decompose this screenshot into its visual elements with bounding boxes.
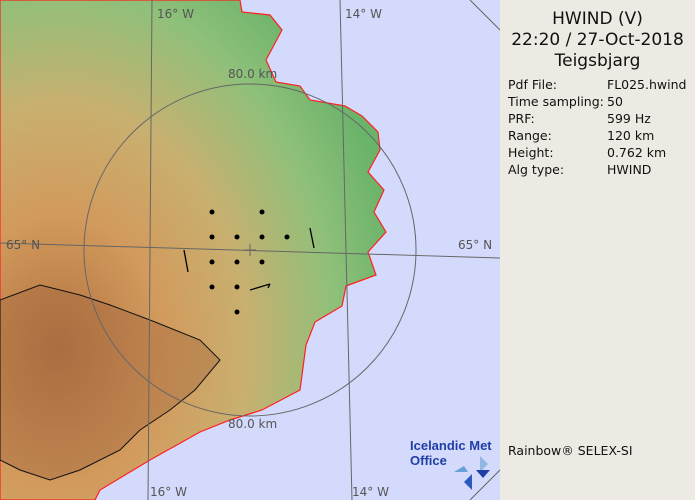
- wind-calm-dot: [209, 209, 215, 215]
- param-value: 50: [607, 94, 623, 109]
- wind-calm-dot: [284, 234, 290, 240]
- param-value: 0.762 km: [607, 145, 667, 160]
- range-label-top: 80.0 km: [228, 67, 278, 81]
- param-value: HWIND: [607, 162, 652, 177]
- param-row: Height: 0.762 km: [500, 144, 695, 161]
- wind-calm-dot: [234, 309, 240, 315]
- param-row: PRF: 599 Hz: [500, 110, 695, 127]
- lat-label-right: 65° N: [458, 238, 493, 252]
- wind-calm-dot: [259, 209, 265, 215]
- graticule: [0, 0, 500, 500]
- wind-calm-dot: [234, 259, 240, 265]
- product-datetime: 22:20 / 27-Oct-2018: [511, 30, 684, 50]
- lat-label-left: 65° N: [6, 238, 41, 252]
- param-label: Height:: [508, 145, 554, 160]
- wind-calm-dot: [209, 259, 215, 265]
- wind-calm-dot: [209, 284, 215, 290]
- logo-text-1: Icelandic Met: [410, 438, 492, 453]
- wind-calm-dot: [234, 234, 240, 240]
- param-row: Pdf File: FL025.hwind: [500, 76, 695, 93]
- wind-calm-dot: [209, 234, 215, 240]
- credit-text: Rainbow® SELEX-SI: [508, 443, 633, 458]
- wind-calm-dot: [234, 284, 240, 290]
- radar-center-cross: [244, 244, 256, 256]
- product-title: HWIND (V): [552, 9, 643, 29]
- param-value: 120 km: [607, 128, 655, 143]
- lon-label-bottom-right: 14° W: [352, 485, 389, 499]
- radar-map[interactable]: 16° W 14° W 16° W 14° W 65° N 65° N 80.0…: [0, 0, 500, 500]
- wind-barbs: [183, 227, 315, 291]
- param-value: FL025.hwind: [607, 77, 687, 92]
- imo-logo: Icelandic Met Office: [410, 438, 492, 490]
- lon-label-bottom-left: 16° W: [150, 485, 187, 499]
- station-name: Teigsbjarg: [554, 51, 641, 71]
- glacier-outline: [0, 284, 221, 481]
- info-panel: HWIND (V) 22:20 / 27-Oct-2018 Teigsbjarg…: [500, 0, 695, 500]
- map-canvas: [0, 0, 500, 500]
- land-area: [0, 0, 387, 500]
- logo-triangles-icon: [454, 456, 490, 490]
- lon-label-top-right: 14° W: [345, 7, 382, 21]
- wind-calm-dot: [259, 259, 265, 265]
- param-row: Alg type: HWIND: [500, 161, 695, 178]
- param-label: PRF:: [508, 111, 535, 126]
- param-label: Pdf File:: [508, 77, 557, 92]
- param-row: Range: 120 km: [500, 127, 695, 144]
- range-ring: [83, 83, 417, 417]
- param-label: Alg type:: [508, 162, 565, 177]
- lon-label-top-left: 16° W: [157, 7, 194, 21]
- param-label: Time sampling:: [508, 94, 604, 109]
- logo-text-2: Office: [410, 453, 447, 468]
- param-row: Time sampling: 50: [500, 93, 695, 110]
- param-value: 599 Hz: [607, 111, 651, 126]
- range-label-bottom: 80.0 km: [228, 417, 278, 431]
- param-label: Range:: [508, 128, 552, 143]
- wind-calm-dot: [259, 234, 265, 240]
